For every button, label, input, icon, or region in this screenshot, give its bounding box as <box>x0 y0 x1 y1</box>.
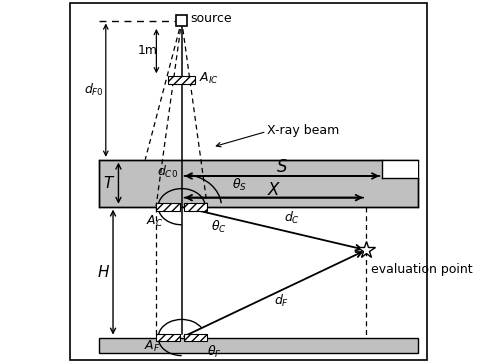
Text: $d_F$: $d_F$ <box>274 293 288 309</box>
Text: $d_{F0}$: $d_{F0}$ <box>84 82 104 98</box>
Text: $\theta_C$: $\theta_C$ <box>210 219 226 234</box>
Text: 1m: 1m <box>138 44 158 57</box>
Bar <box>168 76 195 84</box>
Text: $X$: $X$ <box>266 181 281 199</box>
Bar <box>176 15 187 26</box>
Text: $S$: $S$ <box>276 158 288 176</box>
Bar <box>156 203 180 211</box>
Text: $A_F$: $A_F$ <box>144 339 160 354</box>
Text: evaluation point: evaluation point <box>372 264 473 277</box>
Text: $H$: $H$ <box>98 264 110 280</box>
Text: $T$: $T$ <box>104 175 116 191</box>
Bar <box>98 338 418 353</box>
Bar <box>382 160 418 178</box>
Bar <box>98 160 418 207</box>
Bar <box>184 203 208 211</box>
Text: $d_{C0}$: $d_{C0}$ <box>157 163 178 180</box>
Text: source: source <box>190 12 232 25</box>
Text: $\theta_F$: $\theta_F$ <box>207 344 222 360</box>
Bar <box>156 334 180 342</box>
Bar <box>184 334 208 342</box>
Text: $A_{IC}$: $A_{IC}$ <box>199 71 218 86</box>
Text: $A_C$: $A_C$ <box>146 213 163 229</box>
Text: $\theta_S$: $\theta_S$ <box>232 177 247 193</box>
Text: $d_C$: $d_C$ <box>284 209 300 225</box>
Text: X-ray beam: X-ray beam <box>266 124 339 137</box>
